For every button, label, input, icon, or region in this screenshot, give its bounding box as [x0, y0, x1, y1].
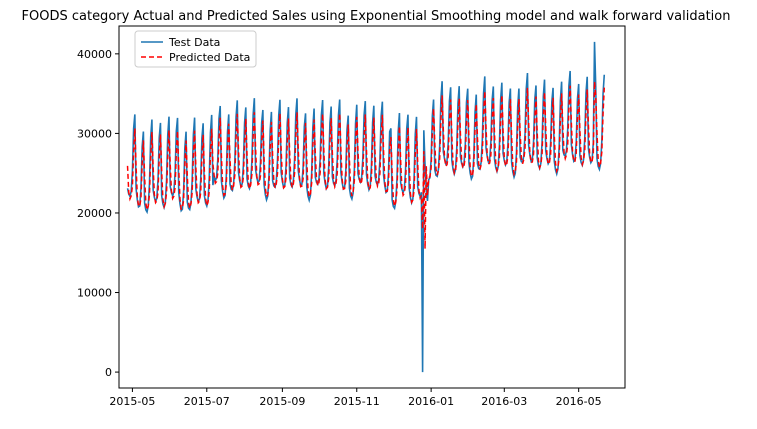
y-tick-label: 20000 — [77, 207, 112, 220]
plot-frame — [118, 25, 626, 389]
legend-box — [134, 30, 257, 68]
y-tick-label: 0 — [105, 366, 112, 379]
y-tick-label: 30000 — [77, 127, 112, 140]
y-tick-label: 40000 — [77, 48, 112, 61]
x-tick-label: 2016-03 — [481, 395, 527, 408]
x-tick-label: 2016-01 — [408, 395, 454, 408]
x-tick-label: 2016-05 — [556, 395, 602, 408]
y-tick-label: 10000 — [77, 287, 112, 300]
chart-title: FOODS category Actual and Predicted Sale… — [22, 9, 731, 24]
x-tick-label: 2015-05 — [109, 395, 155, 408]
x-tick-label: 2015-11 — [334, 395, 380, 408]
x-tick-label: 2015-09 — [259, 395, 305, 408]
legend-label: Test Data — [168, 36, 220, 49]
legend-label: Predicted Data — [169, 51, 250, 64]
x-tick-label: 2015-07 — [184, 395, 230, 408]
